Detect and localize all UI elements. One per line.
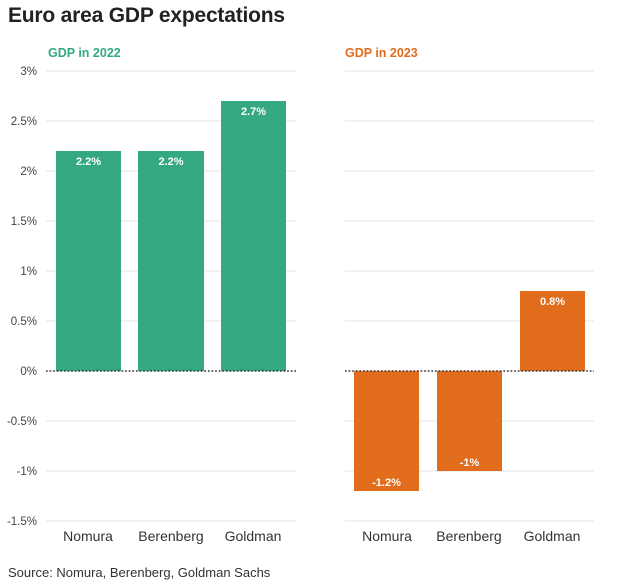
category-label: Goldman (524, 528, 581, 544)
bar-goldman (221, 101, 286, 371)
category-label: Goldman (225, 528, 282, 544)
data-label: 2.7% (241, 106, 266, 118)
panel-title: GDP in 2023 (345, 46, 418, 60)
category-label: Nomura (63, 528, 113, 544)
y-tick-label: -1% (17, 466, 37, 478)
panel-gdp-2022: GDP in 2022 -1.5% -1% -0.5% 0% 0.5% 1% 1.5% 2% 2.… (7, 46, 296, 544)
y-tick-label: -0.5% (7, 416, 37, 428)
y-tick-label: -1.5% (7, 516, 37, 528)
y-tick-label: 0% (20, 366, 37, 378)
data-label: -1.2% (372, 477, 401, 489)
chart-title: Euro area GDP expectations (8, 4, 285, 27)
y-tick-label: 2% (20, 166, 37, 178)
data-label: 0.8% (540, 296, 565, 308)
y-tick-label: 2.5% (11, 116, 37, 128)
panel-title: GDP in 2022 (48, 46, 121, 60)
bar-nomura (56, 151, 121, 371)
bar-berenberg (138, 151, 204, 371)
source-note: Source: Nomura, Berenberg, Goldman Sachs (8, 565, 271, 580)
bar-berenberg (437, 371, 502, 471)
bar-nomura (354, 371, 419, 491)
panel-gdp-2023: GDP in 2023 -1.2% -1% 0.8% Nomura Berenberg Go… (345, 46, 594, 544)
y-tick-label: 3% (20, 66, 37, 78)
y-tick-label: 1% (20, 266, 37, 278)
y-tick-label: 0.5% (11, 316, 37, 328)
category-label: Berenberg (138, 528, 203, 544)
y-tick-label: 1.5% (11, 216, 37, 228)
bar-goldman (520, 291, 585, 371)
data-label: 2.2% (76, 156, 101, 168)
category-label: Berenberg (436, 528, 501, 544)
category-label: Nomura (362, 528, 412, 544)
data-label: -1% (460, 457, 480, 469)
data-label: 2.2% (158, 156, 183, 168)
